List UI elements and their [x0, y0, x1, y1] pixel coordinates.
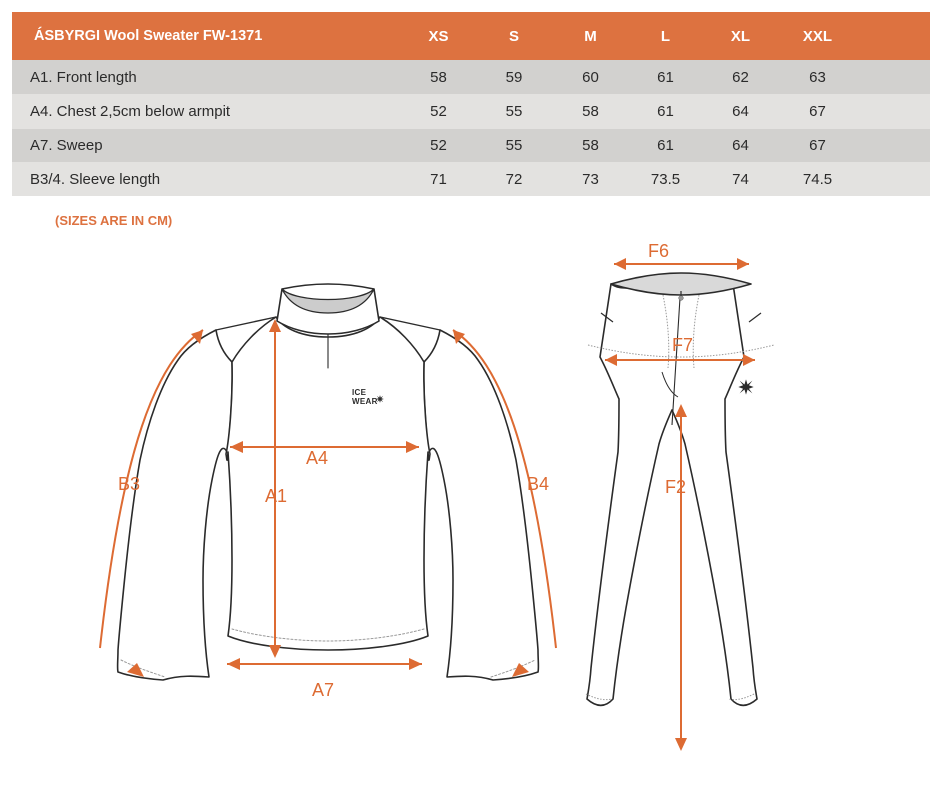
svg-text:A4: A4	[306, 448, 328, 468]
svg-text:WEAR: WEAR	[352, 397, 378, 406]
svg-text:A7: A7	[312, 680, 334, 700]
svg-text:F2: F2	[665, 477, 686, 497]
svg-text:F6: F6	[648, 241, 669, 261]
svg-text:B4: B4	[527, 474, 549, 494]
svg-text:A1: A1	[265, 486, 287, 506]
svg-text:ICE: ICE	[352, 388, 367, 397]
svg-text:B3: B3	[118, 474, 140, 494]
svg-text:F7: F7	[672, 335, 693, 355]
